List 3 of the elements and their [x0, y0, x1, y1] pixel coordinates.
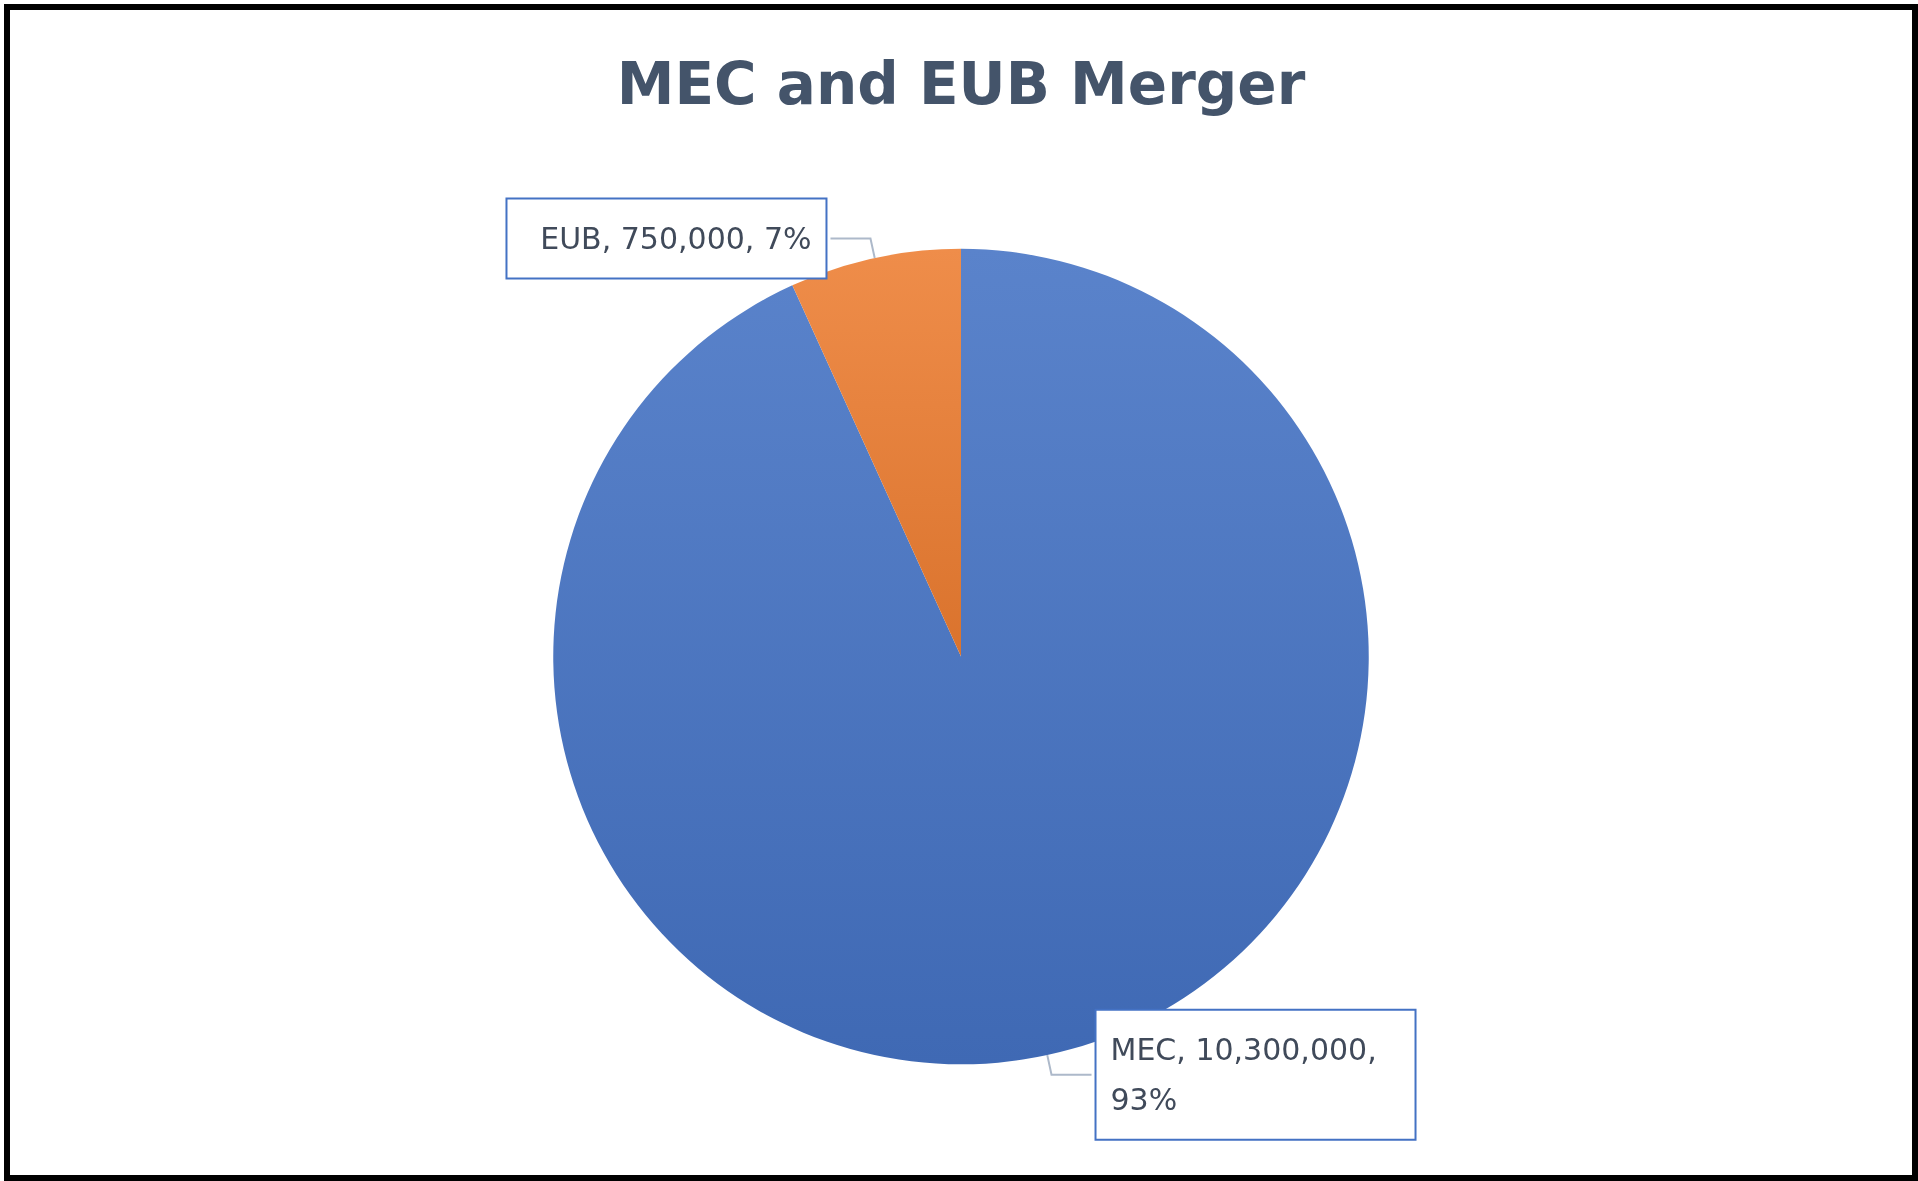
slice-label: EUB, 750,000, 7% [540, 221, 812, 257]
chart-title: MEC and EUB Merger [616, 50, 1306, 118]
slice-label: MEC, 10,300,000, 93% [1110, 1032, 1387, 1118]
